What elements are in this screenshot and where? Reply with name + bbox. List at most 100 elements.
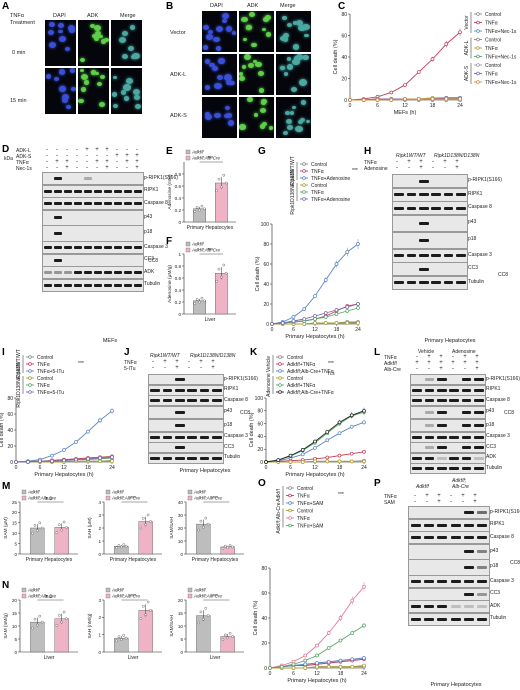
condition-label: Alb-Cre xyxy=(384,367,401,373)
legend-label: Adkf/f;Alb-Cre xyxy=(111,594,141,599)
y-tick-label: 20 xyxy=(12,510,18,515)
chart-K: 0 20 40 60 80 100 0 6 12 18 24 Primary Hepatocytes … xyxy=(249,396,367,478)
chart-M1: 0 5 10 15 20 25 n.s Primary Hepatocytes SAM (μM)… xyxy=(3,490,78,563)
band xyxy=(461,424,472,428)
nucleus xyxy=(253,59,258,64)
data-point xyxy=(86,456,90,461)
legend-swatch xyxy=(185,149,191,155)
lane-sign: - xyxy=(46,159,48,165)
blot-strip xyxy=(410,384,486,396)
nucleus xyxy=(215,26,224,33)
band xyxy=(175,410,185,414)
data-point xyxy=(326,631,331,635)
panel-label-i: I xyxy=(2,347,5,358)
data-dot xyxy=(224,544,227,548)
y-tick-label: 20 xyxy=(263,302,269,308)
band xyxy=(474,410,484,414)
legend-marker xyxy=(278,383,282,387)
x-axis-label: MEFs (h) xyxy=(394,110,417,116)
nucleus xyxy=(306,120,311,124)
y-tick-label: 80 xyxy=(341,12,347,18)
band xyxy=(94,202,102,205)
band xyxy=(424,424,435,428)
nucleus xyxy=(297,119,303,125)
band xyxy=(474,399,484,402)
chart-O: 0 20 40 60 80 0 6 12 18 24 Primary Hepatocytes (h)… xyxy=(253,566,367,684)
nucleus xyxy=(54,76,60,82)
nucleus xyxy=(93,36,99,41)
band xyxy=(463,605,475,609)
legend-label: Adkf/f;Alb-Cre xyxy=(191,248,221,253)
condition-label: ADK-L xyxy=(16,148,31,154)
row-label: p18 xyxy=(468,236,477,243)
y-tick-label: 1 xyxy=(178,252,181,257)
nucleus xyxy=(283,131,289,136)
x-tick-label: 6 xyxy=(292,671,295,677)
x-tick-label: 18 xyxy=(430,103,436,109)
blot-strip xyxy=(42,266,144,280)
condition-label: Adkf/f xyxy=(384,361,397,367)
lane-sign: + xyxy=(135,153,139,159)
lane-sign: + xyxy=(65,159,69,165)
band xyxy=(423,523,435,527)
nucleus xyxy=(213,36,220,43)
nucleus xyxy=(120,89,127,95)
lane-sign: + xyxy=(425,493,429,499)
legend-label: Adkf/f;Alb-Cre xyxy=(191,156,221,161)
legend-label: Adkf/f xyxy=(27,490,40,495)
data-dot xyxy=(215,189,218,193)
nucleus xyxy=(98,34,103,39)
lane-sign: - xyxy=(426,499,428,505)
y-axis-label: SAM (μM) xyxy=(3,517,9,539)
legend-label: TNFα xyxy=(37,383,50,389)
data-dot xyxy=(142,604,145,608)
data-point xyxy=(348,98,352,102)
nucleus xyxy=(130,25,136,30)
band xyxy=(394,254,404,258)
blot-strip xyxy=(410,452,486,464)
band xyxy=(463,536,475,539)
blot-strip xyxy=(392,248,468,263)
nucleus xyxy=(118,36,127,44)
data-point xyxy=(338,658,343,663)
data-dot xyxy=(228,544,232,547)
legend-label: TNFα+5-ITu xyxy=(37,369,64,375)
data-dot xyxy=(62,610,66,614)
band xyxy=(406,281,417,285)
data-dot xyxy=(198,300,201,304)
band xyxy=(450,605,461,609)
y-axis-label: SAM/SAH xyxy=(169,615,175,637)
row-label: Caspase 3 xyxy=(224,433,248,440)
lane-sign: - xyxy=(56,153,58,159)
lane-sign: - xyxy=(428,366,430,372)
band xyxy=(74,271,82,275)
nucleus xyxy=(58,86,67,93)
micrograph-a-merge xyxy=(111,68,142,114)
band xyxy=(406,254,417,258)
data-point xyxy=(334,312,339,316)
band xyxy=(54,258,62,262)
y-tick-label: 60 xyxy=(263,262,269,268)
data-point xyxy=(74,440,78,444)
data-point xyxy=(362,459,366,464)
lane-sign: + xyxy=(175,359,179,365)
legend-label: TNFα+SAM xyxy=(297,523,323,529)
panel-label-m: M xyxy=(2,481,11,492)
data-point xyxy=(362,408,366,413)
data-point xyxy=(50,459,54,464)
nucleus xyxy=(128,46,134,51)
data-dot xyxy=(195,298,199,301)
data-point xyxy=(362,420,366,425)
lane-sign: + xyxy=(211,359,215,365)
nucleus xyxy=(231,31,237,36)
band xyxy=(134,189,142,193)
band xyxy=(104,246,112,250)
cc8-label: CC8 xyxy=(504,410,515,416)
row-label: Tubulin xyxy=(144,281,161,288)
band xyxy=(450,523,461,527)
blot-strip xyxy=(392,231,468,250)
row-label: p-RIPK1(S166) xyxy=(486,375,520,382)
nucleus xyxy=(229,80,235,86)
nucleus xyxy=(286,64,294,70)
x-axis-label: Liver xyxy=(205,317,216,323)
